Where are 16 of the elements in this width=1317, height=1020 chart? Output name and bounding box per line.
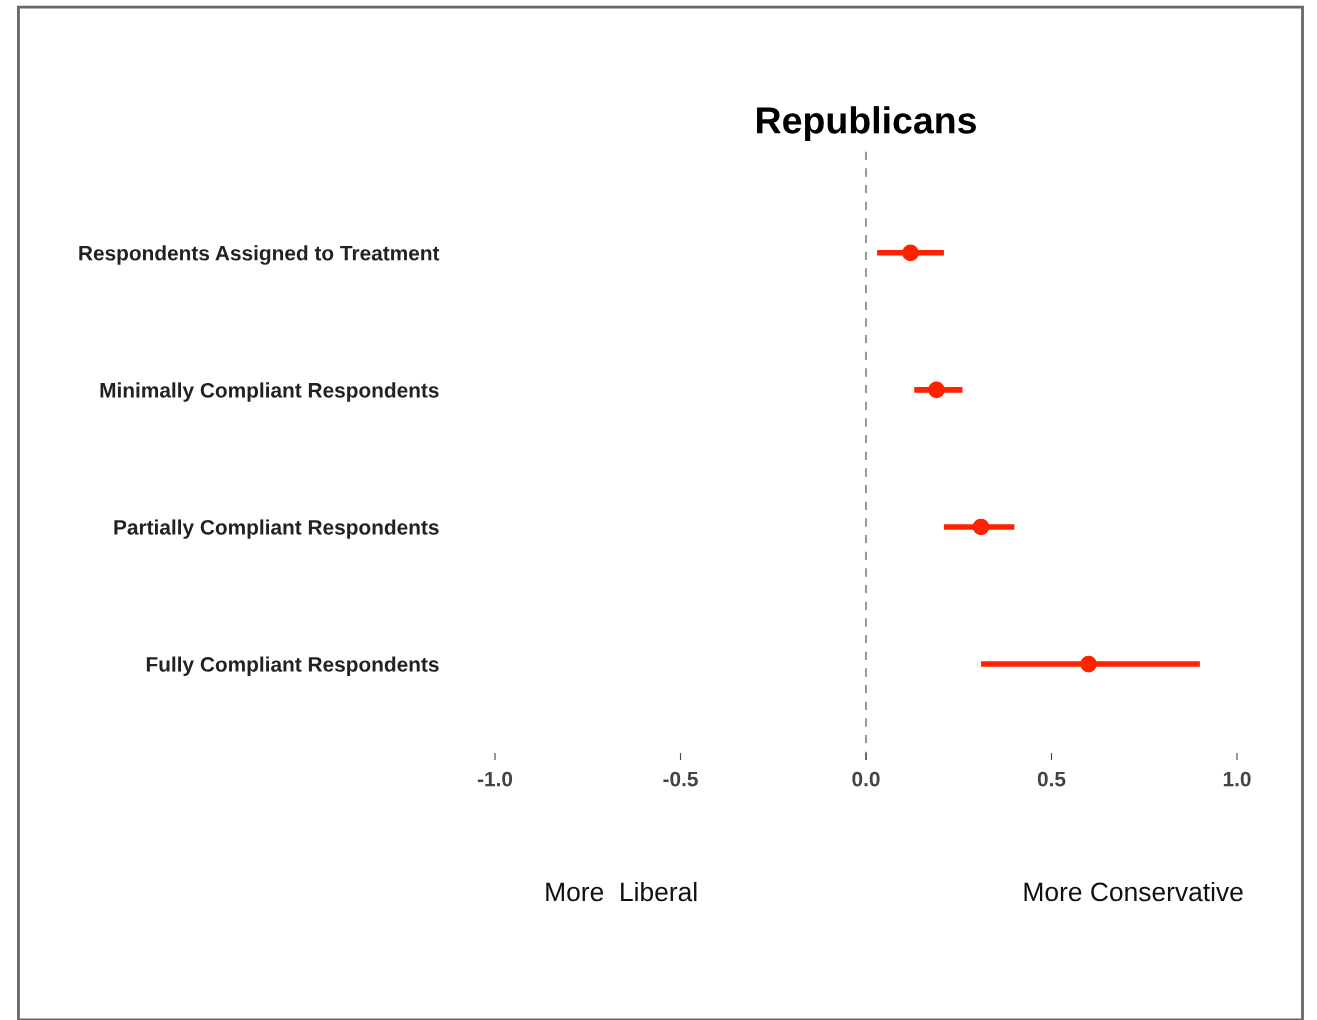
x-tick-label: -0.5: [663, 771, 698, 787]
y-tick-label: Fully Compliant Respondents: [146, 656, 439, 676]
point: [928, 381, 945, 399]
x-tick-label: 0.5: [1037, 771, 1066, 787]
point: [972, 518, 990, 536]
text: More Conservative: [1024, 881, 1243, 902]
text: More Liberal: [546, 881, 697, 902]
y-tick-label: Partially Compliant Respondents: [114, 519, 439, 539]
chart-title: Republicans: [757, 106, 976, 142]
y-tick-label: Minimally Compliant Respondents: [100, 382, 439, 402]
x-tick-label: 1.0: [1223, 771, 1251, 787]
point: [902, 244, 919, 262]
x-tick-label: 0.0: [852, 771, 880, 787]
x-tick-label: -1.0: [477, 771, 513, 787]
point: [1080, 655, 1097, 673]
y-tick-label: Respondents Assigned to Treatment: [79, 245, 440, 265]
